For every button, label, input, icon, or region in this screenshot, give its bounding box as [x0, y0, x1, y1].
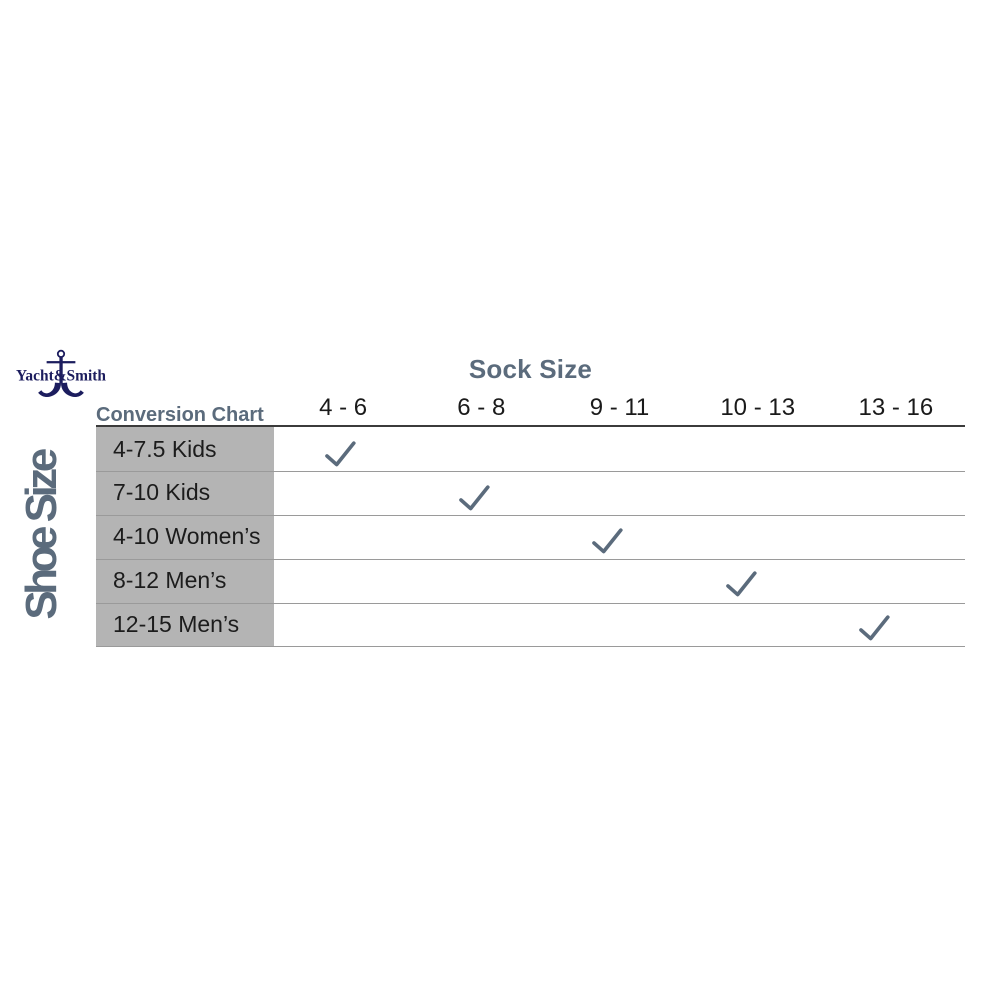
svg-text:Yacht&Smith: Yacht&Smith	[16, 367, 106, 384]
